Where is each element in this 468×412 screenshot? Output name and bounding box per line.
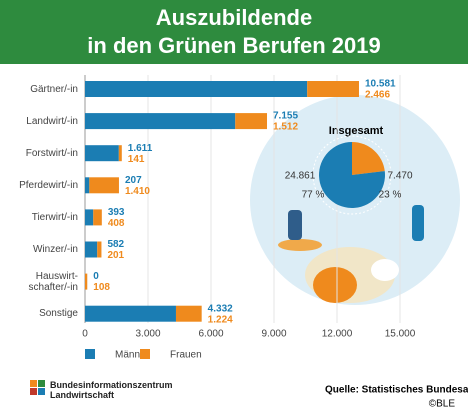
category-label: Landwirt/-in (26, 115, 78, 127)
pie-value-label: 7.470 (387, 171, 412, 182)
x-tick-label: 15.000 (385, 329, 416, 340)
value-label: 1.224 (208, 314, 233, 325)
value-label: 7.155 (273, 111, 298, 122)
illustration (278, 239, 322, 251)
bar-segment (97, 241, 102, 258)
value-label: 2.466 (365, 90, 390, 101)
illustration (412, 205, 424, 241)
logo-mark (38, 388, 45, 395)
pie-title: Insgesamt (329, 125, 384, 137)
pie-ring (312, 135, 392, 215)
bar-segment (85, 305, 176, 322)
x-tick-label: 12.000 (322, 329, 353, 340)
bar-segment (85, 241, 98, 258)
value-label: 582 (107, 239, 124, 250)
value-label: 0 (93, 271, 99, 282)
bar-segment (85, 273, 88, 290)
value-label: 4.332 (208, 303, 233, 314)
category-label: Pferdewirt/-in (19, 179, 78, 191)
source: Quelle: Statistisches Bundesamt (325, 385, 468, 396)
category-label: Winzer/-in (32, 244, 78, 255)
logo-text: Bundesinformationszentrum Landwirtschaft (50, 380, 173, 400)
value-label: 207 (125, 175, 142, 186)
illustration (313, 267, 357, 303)
value-label: 201 (107, 250, 124, 261)
illustration (371, 259, 399, 281)
bar-segment (85, 113, 236, 130)
logo-mark (38, 380, 45, 387)
pie-slice (319, 142, 385, 209)
category-label: Hauswirt- schafter/-in (28, 270, 78, 293)
illustration (288, 210, 302, 240)
value-label: 108 (93, 282, 110, 293)
value-label: 393 (108, 207, 125, 218)
value-label: 408 (108, 218, 125, 229)
bar-segment (175, 305, 202, 322)
category-label: Sonstige (39, 308, 78, 320)
bar-segment (235, 113, 268, 130)
x-tick-label: 9.000 (261, 329, 286, 340)
x-tick-label: 3.000 (135, 329, 160, 340)
logo-mark (30, 380, 37, 387)
pie-percent-label: 23 % (379, 190, 402, 201)
value-label: 1.611 (128, 143, 153, 154)
category-label: Tierwirt/-in (31, 211, 78, 223)
x-tick-label: 0 (82, 329, 88, 340)
bar-segment (307, 81, 359, 97)
category-label: Gärtner/-in (30, 83, 78, 95)
value-label: 1.410 (125, 186, 150, 197)
bar-segment (85, 145, 119, 162)
value-label: 1.512 (273, 122, 298, 133)
value-label: 141 (128, 154, 145, 165)
value-label: 10.581 (365, 79, 396, 90)
pie-slice (352, 142, 385, 175)
bar-segment (93, 209, 102, 226)
header-band (0, 0, 468, 64)
legend-swatch (140, 349, 150, 359)
legend-label: Männer (115, 350, 150, 361)
pie-value-label: 24.861 (285, 171, 316, 182)
bar-segment (85, 209, 94, 226)
chart-title: Auszubildende in den Grünen Berufen 2019 (87, 5, 381, 58)
legend-swatch (85, 349, 95, 359)
category-label: Forstwirt/-in (25, 147, 78, 159)
pie-percent-label: 77 % (302, 190, 325, 201)
x-tick-label: 6.000 (198, 329, 223, 340)
legend-label: Frauen (170, 350, 202, 361)
bar-segment (89, 177, 119, 194)
bar-segment (118, 145, 122, 162)
copyright: ©BLE (429, 399, 456, 410)
bar-segment (85, 177, 90, 194)
logo-mark (30, 388, 37, 395)
bar-segment (85, 81, 308, 97)
